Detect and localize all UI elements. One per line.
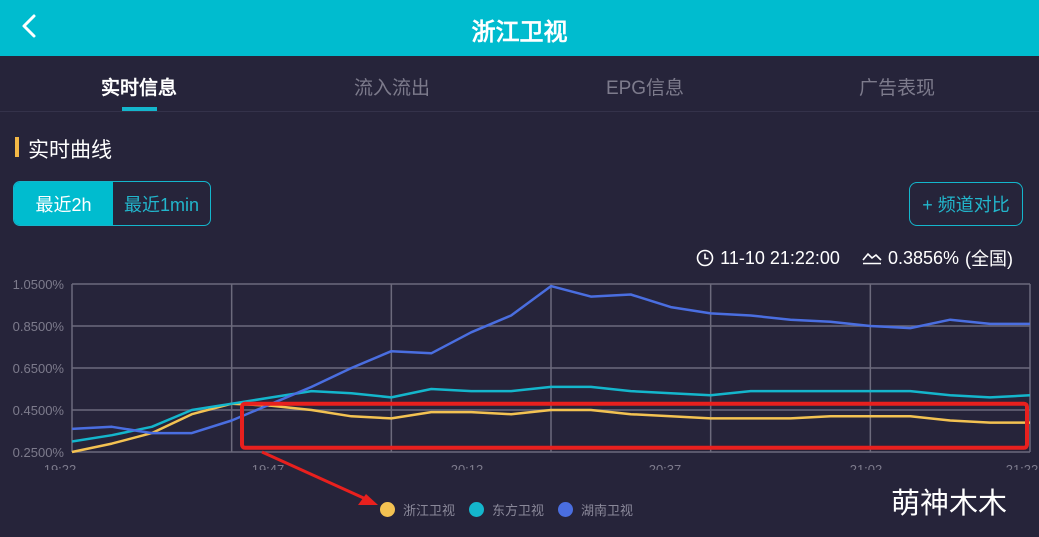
legend-item-dongfang[interactable]: 东方卫视 [469, 500, 544, 519]
x-tick-label: 19:47 [252, 462, 285, 470]
app-header: 浙江卫视 [0, 0, 1039, 56]
section-title: 实时曲线 [28, 139, 112, 162]
rating-scope: (全国) [965, 249, 1013, 269]
x-tick-label: 20:12 [451, 462, 484, 470]
legend-dot-icon [469, 502, 485, 517]
y-tick-label: 0.4500% [13, 403, 65, 418]
current-reading: 11-10 21:22:00 0.3856% (全国) [696, 245, 1013, 271]
x-tick-label: 19:22 [44, 462, 77, 470]
series-line [71, 385, 1031, 443]
x-tick-label: 21:22 [1006, 462, 1039, 470]
legend-item-zhejiang[interactable]: 浙江卫视 [380, 500, 455, 519]
realtime-line-chart[interactable]: 1.0500% 0.8500% 0.6500% 0.4500% 0.2500% 19:22… [0, 270, 1039, 470]
y-tick-label: 0.8500% [13, 319, 65, 334]
watermark: 萌神木木 [891, 488, 1008, 520]
series-line [71, 284, 1030, 435]
tab-bar: 实时信息 流入流出 EPG信息 广告表现 [0, 56, 1039, 112]
rating-value: 0.3856% [887, 247, 959, 268]
time-range-toggle: 最近2h 最近1min [13, 181, 211, 226]
x-tick-label: 21:02 [850, 462, 883, 470]
tab-inflow-outflow[interactable]: 流入流出 [353, 78, 431, 99]
recent-1min-button[interactable]: 最近1min [123, 194, 199, 215]
rating-trend-icon [862, 252, 882, 265]
tab-epg-info[interactable]: EPG信息 [605, 78, 685, 99]
tab-ad-performance[interactable]: 广告表现 [858, 78, 936, 99]
clock-icon [696, 249, 714, 267]
y-tick-label: 1.0500% [13, 277, 65, 292]
legend-dot-icon [558, 502, 574, 517]
tab-realtime-info[interactable]: 实时信息 [100, 78, 178, 99]
section-accent-bar [15, 137, 19, 157]
active-tab-indicator [122, 107, 157, 111]
legend-item-hunan[interactable]: 湖南卫视 [558, 500, 633, 519]
y-tick-label: 0.6500% [13, 361, 65, 376]
legend-dot-icon [380, 502, 395, 517]
chevron-left-icon[interactable] [14, 10, 44, 42]
page-title: 浙江卫视 [471, 19, 568, 46]
chart-legend: 浙江卫视 东方卫视 湖南卫视 [380, 500, 633, 519]
channel-compare-button[interactable]: + 频道对比 [909, 182, 1023, 226]
x-tick-label: 20:37 [649, 462, 682, 470]
highlight-box [240, 401, 1029, 450]
timestamp: 11-10 21:22:00 [720, 247, 840, 268]
recent-2h-button[interactable]: 最近2h [14, 182, 113, 225]
y-tick-label: 0.2500% [13, 445, 65, 460]
